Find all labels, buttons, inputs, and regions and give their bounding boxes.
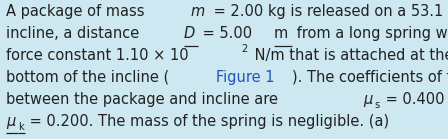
Text: μ: μ [363, 92, 372, 107]
Text: Figure 1: Figure 1 [216, 70, 275, 85]
Text: = 5.00: = 5.00 [198, 26, 257, 41]
Text: from a long spring with: from a long spring with [293, 26, 448, 41]
Text: incline, a distance: incline, a distance [6, 26, 144, 41]
Text: force constant 1.10 × 10: force constant 1.10 × 10 [6, 48, 189, 63]
Text: μ: μ [6, 114, 15, 129]
Text: k: k [18, 122, 23, 132]
Text: D: D [184, 26, 195, 41]
Text: = 0.400 and: = 0.400 and [381, 92, 448, 107]
Text: bottom of the incline (: bottom of the incline ( [6, 70, 169, 85]
Text: = 2.00 kg is released on a 53.1: = 2.00 kg is released on a 53.1 [209, 4, 443, 19]
Text: N/m that is attached at the: N/m that is attached at the [250, 48, 448, 63]
Text: ). The coefficients of friction: ). The coefficients of friction [292, 70, 448, 85]
Text: 2: 2 [241, 44, 248, 54]
Text: s: s [375, 100, 380, 110]
Text: A package of mass: A package of mass [6, 4, 149, 19]
Text: between the package and incline are: between the package and incline are [6, 92, 282, 107]
Text: = 0.200. The mass of the spring is negligible. (a): = 0.200. The mass of the spring is negli… [25, 114, 389, 129]
Text: m: m [190, 4, 205, 19]
Text: m: m [274, 26, 289, 41]
